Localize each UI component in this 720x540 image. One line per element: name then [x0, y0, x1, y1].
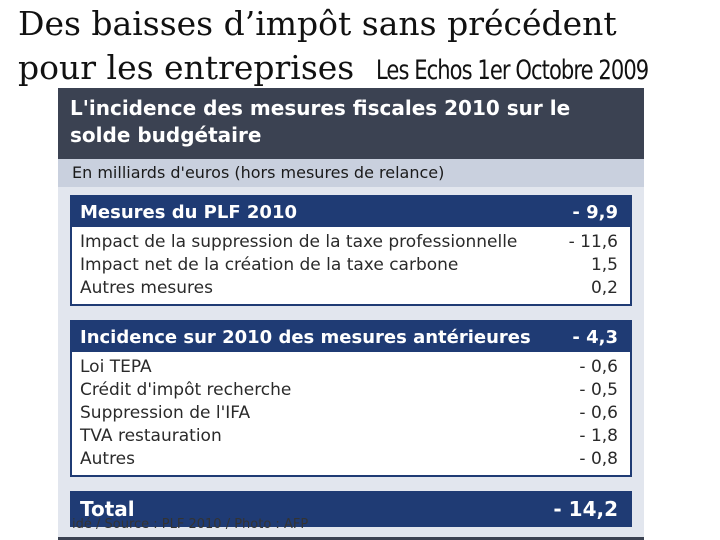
- row-value: - 1,8: [579, 426, 618, 446]
- row-value: 1,5: [590, 255, 618, 275]
- section-value: - 9,9: [572, 201, 618, 223]
- row-label: Suppression de l'IFA: [80, 403, 251, 423]
- section-header: Mesures du PLF 2010 - 9,9: [72, 197, 630, 227]
- section-rows: Loi TEPA - 0,6 Crédit d'impôt recherche …: [72, 352, 630, 475]
- table-row: Loi TEPA - 0,6: [80, 356, 618, 379]
- section-value: - 4,3: [572, 326, 618, 348]
- table-row: Impact de la suppression de la taxe prof…: [80, 231, 618, 254]
- total-section: Total - 14,2: [70, 491, 632, 527]
- row-value: 0,2: [590, 278, 618, 298]
- row-value: - 0,6: [579, 357, 618, 377]
- panel-title: L'incidence des mesures fiscales 2010 su…: [58, 88, 644, 159]
- headline-line-2-wrap: pour les entreprises Les Echos 1er Octobr…: [18, 46, 718, 93]
- section-header: Incidence sur 2010 des mesures antérieur…: [72, 322, 630, 352]
- row-value: - 0,6: [579, 403, 618, 423]
- headline-line-1: Des baisses d’impôt sans précédent: [18, 4, 617, 43]
- total-label: Total: [80, 497, 135, 521]
- row-label: Impact net de la création de la taxe car…: [80, 255, 459, 275]
- table-row: Crédit d'impôt recherche - 0,5: [80, 379, 618, 402]
- table-row: Autres mesures 0,2: [80, 277, 618, 300]
- table-row: Autres - 0,8: [80, 448, 618, 471]
- section-rows: Impact de la suppression de la taxe prof…: [72, 227, 630, 304]
- total-row: Total - 14,2: [72, 493, 630, 525]
- table-row: TVA restauration - 1,8: [80, 425, 618, 448]
- source-tag: Les Echos 1er Octobre 2009: [376, 55, 649, 86]
- row-label: Loi TEPA: [80, 357, 152, 377]
- row-label: TVA restauration: [80, 426, 222, 446]
- row-label: Impact de la suppression de la taxe prof…: [80, 232, 518, 252]
- table-row: Impact net de la création de la taxe car…: [80, 254, 618, 277]
- section-label: Incidence sur 2010 des mesures antérieur…: [80, 326, 531, 348]
- unit-note: En milliards d'euros (hors mesures de re…: [58, 159, 644, 187]
- section-plf-2010: Mesures du PLF 2010 - 9,9 Impact de la s…: [70, 195, 632, 306]
- row-label: Autres mesures: [80, 278, 213, 298]
- total-value: - 14,2: [553, 497, 618, 521]
- credit-line: idé / Source : PLF 2010 / Photo : AFP: [72, 517, 309, 532]
- row-label: Autres: [80, 449, 136, 469]
- row-label: Crédit d'impôt recherche: [80, 380, 292, 400]
- headline-line-2: pour les entreprises: [18, 48, 355, 87]
- headline: Des baisses d’impôt sans précédent pour …: [18, 2, 718, 93]
- section-prior-measures: Incidence sur 2010 des mesures antérieur…: [70, 320, 632, 477]
- table-row: Suppression de l'IFA - 0,6: [80, 402, 618, 425]
- bottom-rule: [58, 537, 644, 540]
- row-value: - 11,6: [568, 232, 618, 252]
- row-value: - 0,8: [579, 449, 618, 469]
- fiscal-measures-panel: L'incidence des mesures fiscales 2010 su…: [58, 88, 644, 540]
- section-label: Mesures du PLF 2010: [80, 201, 298, 223]
- row-value: - 0,5: [579, 380, 618, 400]
